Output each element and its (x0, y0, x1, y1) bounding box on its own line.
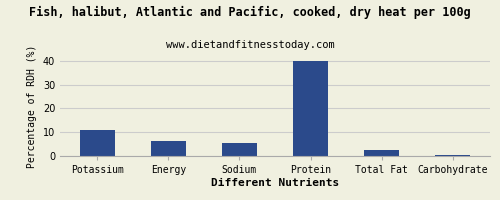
Y-axis label: Percentage of RDH (%): Percentage of RDH (%) (27, 44, 37, 168)
Bar (222, 143, 257, 156)
Bar (150, 141, 186, 156)
Bar (435, 155, 470, 156)
Bar (293, 61, 328, 156)
Text: www.dietandfitnesstoday.com: www.dietandfitnesstoday.com (166, 40, 334, 50)
Text: Fish, halibut, Atlantic and Pacific, cooked, dry heat per 100g: Fish, halibut, Atlantic and Pacific, coo… (29, 6, 471, 19)
Bar (364, 150, 400, 156)
Bar (80, 130, 115, 156)
X-axis label: Different Nutrients: Different Nutrients (211, 178, 339, 188)
